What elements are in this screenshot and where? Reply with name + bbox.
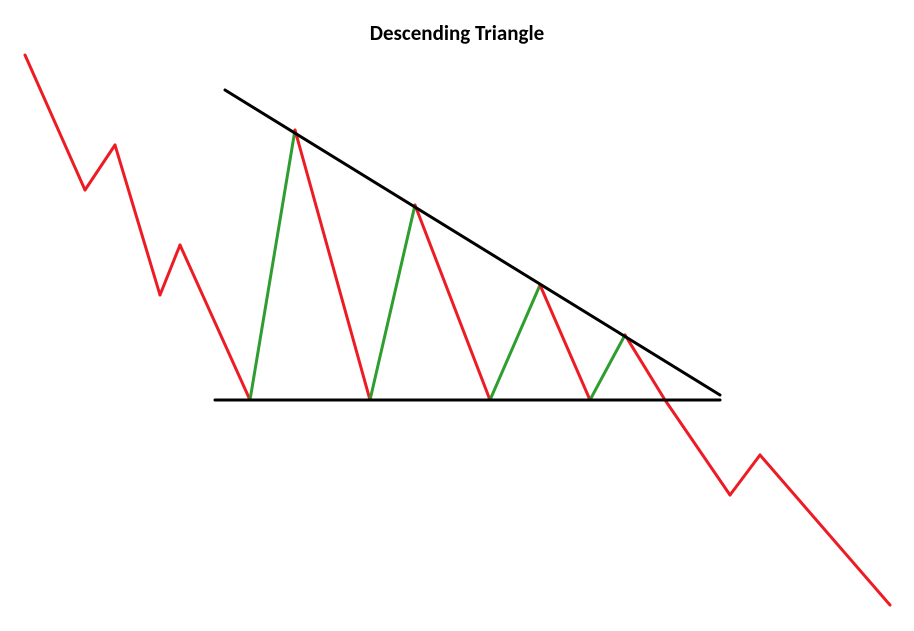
- upper-resistance: [225, 90, 720, 395]
- price-segment-6: [295, 130, 370, 400]
- price-segment-14: [730, 455, 760, 495]
- price-segment-13: [665, 400, 730, 495]
- price-path: [25, 55, 890, 605]
- price-segment-9: [490, 285, 540, 400]
- descending-triangle-diagram: [0, 0, 914, 631]
- price-segment-5: [250, 130, 295, 400]
- price-segment-8: [415, 205, 490, 400]
- price-segment-4: [180, 245, 250, 400]
- trendlines: [215, 90, 720, 400]
- price-segment-10: [540, 285, 590, 400]
- price-segment-11: [590, 335, 625, 400]
- price-segment-2: [115, 145, 160, 295]
- price-segment-12: [625, 335, 665, 400]
- price-segment-3: [160, 245, 180, 295]
- price-segment-1: [85, 145, 115, 190]
- price-segment-0: [25, 55, 85, 190]
- price-segment-7: [370, 205, 415, 400]
- price-segment-15: [760, 455, 890, 605]
